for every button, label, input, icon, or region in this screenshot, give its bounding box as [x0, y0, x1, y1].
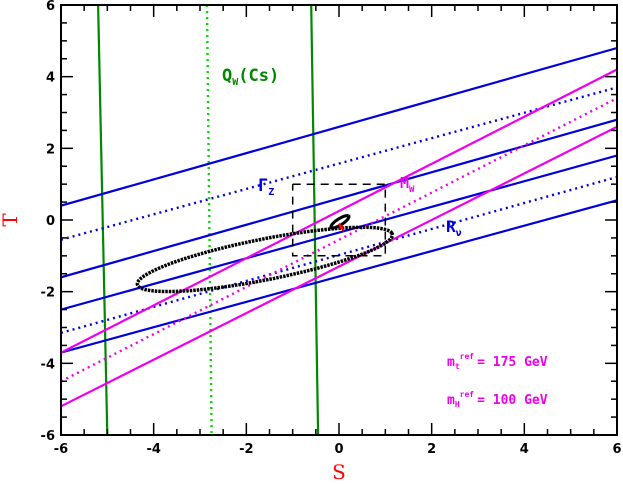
- mh-ref-label-sup: ref: [460, 390, 475, 399]
- series-m-w-solid-10: [61, 125, 617, 408]
- y-tick-label: 2: [46, 142, 55, 157]
- m-w-label-sub: W: [409, 185, 415, 195]
- qw-cs-label-main: Q: [222, 66, 232, 86]
- x-axis-label: S: [332, 460, 346, 484]
- m-w-label-main: M: [400, 174, 409, 192]
- y-tick-label: -2: [41, 286, 55, 301]
- x-tick-label: 2: [427, 442, 436, 457]
- series-r-solid-6: [61, 154, 617, 311]
- x-tick-label: 4: [520, 442, 529, 457]
- y-tick-label: 0: [46, 214, 55, 229]
- y-tick-label: -6: [41, 429, 55, 444]
- y-tick-label: 6: [46, 0, 55, 14]
- m-w-label: MW: [400, 174, 415, 195]
- mh-ref-label-main: m: [447, 393, 455, 408]
- series-q-w-cs-dotted-2: [205, 5, 213, 435]
- confidence-ellipse-0: [135, 225, 395, 294]
- series-m-w-dotted-11: [61, 97, 617, 383]
- series-q-w-cs-solid-1: [310, 5, 320, 435]
- series-frame-dashed-12: [291, 183, 387, 257]
- mt-ref-label: mtref = 175 GeV: [447, 352, 548, 371]
- y-tick-label: -4: [41, 357, 55, 372]
- series-q-w-cs-solid-0: [97, 5, 109, 435]
- series-z-solid-3: [61, 46, 617, 207]
- x-tick-label: -4: [146, 442, 160, 457]
- series-r-dotted-8: [61, 175, 617, 335]
- x-tick-label: 6: [612, 442, 621, 457]
- series-z-solid-4: [61, 118, 617, 279]
- mt-ref-label-main: m: [447, 355, 455, 370]
- mh-ref-label-sub: H: [455, 400, 460, 409]
- mt-ref-label-sup: ref: [460, 352, 475, 361]
- gamma-z-label-sub: Z: [268, 187, 274, 198]
- r-nu-label: Rν: [446, 217, 462, 239]
- qw-cs-label-sub: W: [232, 77, 239, 88]
- shift-arrow-head: [339, 223, 345, 230]
- axes-layer: -6 -4 -2 0 2 4 6 -6 -4 -2 0 2 4 6: [41, 0, 622, 457]
- series-z-dotted-5: [61, 86, 617, 241]
- gamma-z-label-main: Γ: [258, 176, 268, 196]
- series-r-solid-7: [61, 199, 617, 354]
- x-tick-label: -6: [54, 442, 68, 457]
- qw-cs-label-rest: (Cs): [238, 66, 279, 86]
- gamma-z-label: ΓZ: [258, 176, 274, 198]
- mh-ref-label: mHref = 100 GeV: [447, 390, 548, 409]
- qw-cs-label: QW(Cs): [222, 66, 279, 88]
- r-nu-label-sub: ν: [456, 228, 462, 239]
- confidence-ellipse-1: [329, 214, 351, 230]
- x-tick-label: -2: [239, 442, 253, 457]
- mh-ref-label-rest: = 100 GeV: [477, 393, 548, 408]
- y-axis-label: T: [0, 213, 22, 227]
- y-tick-label: 4: [46, 71, 55, 86]
- x-tick-label: 0: [334, 442, 343, 457]
- series-m-w-solid-9: [61, 68, 617, 354]
- r-nu-label-main: R: [446, 217, 456, 236]
- series-layer: [61, 5, 617, 435]
- mt-ref-label-rest: = 175 GeV: [477, 355, 548, 370]
- mt-ref-label-sub: t: [455, 362, 460, 371]
